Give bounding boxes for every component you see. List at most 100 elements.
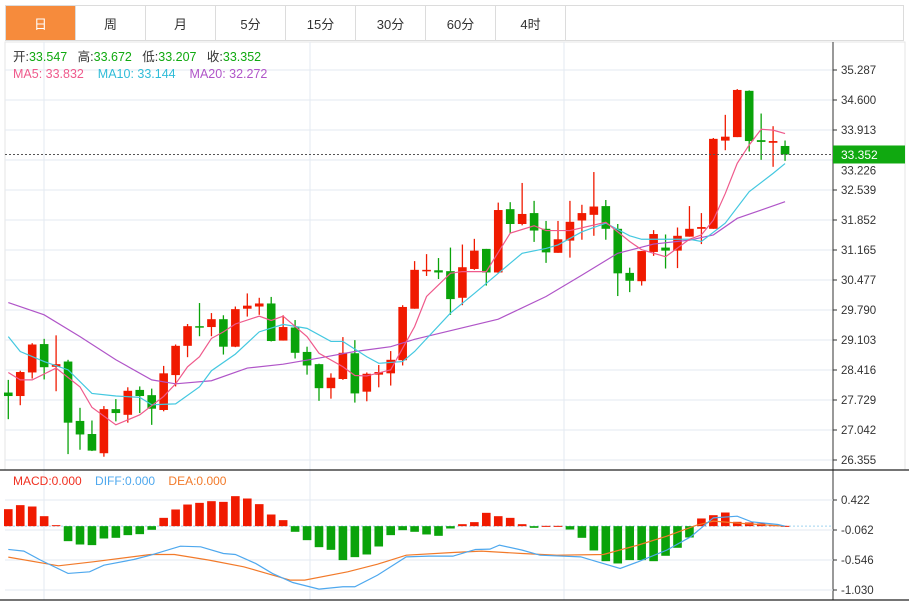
- candle: [278, 315, 288, 341]
- candle: [326, 373, 336, 399]
- candle-body: [529, 213, 539, 231]
- macd-bar: [589, 526, 599, 551]
- macd-bar: [637, 526, 646, 561]
- high-value: 33.672: [93, 50, 132, 64]
- ma20-line: [8, 201, 786, 385]
- candle-body: [470, 250, 479, 269]
- macd-tick-label: -0.062: [841, 525, 874, 537]
- price-tick-label: 27.042: [841, 425, 876, 437]
- price-tick-label: 26.355: [841, 455, 876, 467]
- candle-body: [27, 344, 37, 373]
- tab-1[interactable]: 周: [76, 6, 146, 40]
- macd-bar: [601, 526, 611, 562]
- macd-bar: [159, 517, 168, 527]
- candle-body: [147, 395, 156, 409]
- candle: [458, 244, 467, 306]
- macd-legend: MACD:0.000 DIFF:0.000 DEA:0.000: [13, 474, 226, 489]
- macd-bar: [183, 504, 192, 527]
- macd-bar: [123, 526, 133, 536]
- macd-bar: [243, 498, 252, 527]
- tab-6[interactable]: 60分: [426, 6, 496, 40]
- macd-bar: [219, 501, 228, 527]
- macd-bar: [4, 509, 13, 527]
- candle-body: [685, 228, 694, 237]
- macd-bar: [685, 526, 694, 538]
- low-label: 低:: [142, 50, 159, 64]
- diff-line: [8, 515, 786, 590]
- dea-value: DEA:0.000: [168, 474, 227, 488]
- tab-4[interactable]: 15分: [286, 6, 356, 40]
- candle: [744, 90, 754, 152]
- candle: [768, 126, 778, 167]
- candle-body: [207, 319, 216, 328]
- candle: [493, 202, 503, 274]
- macd-bar: [111, 526, 121, 538]
- macd-bar: [254, 504, 264, 527]
- candle: [732, 89, 742, 138]
- candle-body: [123, 390, 133, 415]
- candle-body: [15, 372, 25, 397]
- candle: [422, 254, 431, 276]
- candle: [505, 202, 515, 234]
- macd-bar: [721, 512, 730, 527]
- macd-bar: [135, 526, 145, 535]
- tab-5[interactable]: 30分: [356, 6, 426, 40]
- candle: [99, 406, 109, 457]
- macd-tick-label: 0.422: [841, 495, 870, 507]
- price-tick-label: 28.416: [841, 365, 876, 377]
- candle: [4, 379, 13, 420]
- ma20-legend: MA20: 32.272: [189, 67, 268, 81]
- macd-bar: [278, 520, 288, 527]
- candle-body: [362, 373, 372, 392]
- candle-body: [326, 377, 336, 389]
- candle-body: [482, 248, 491, 273]
- candle-body: [278, 327, 288, 341]
- candle: [410, 261, 419, 309]
- candle: [529, 200, 539, 242]
- macd-bar: [697, 518, 706, 527]
- candle-body: [219, 319, 228, 347]
- candle: [75, 407, 85, 450]
- candle-body: [350, 353, 360, 394]
- macd-bar: [207, 501, 216, 527]
- candle-body: [254, 303, 264, 307]
- macd-bar: [266, 514, 276, 527]
- tab-3[interactable]: 5分: [216, 6, 286, 40]
- macd-bar: [314, 526, 324, 548]
- macd-bar: [422, 526, 431, 535]
- candle: [637, 251, 646, 286]
- candle: [649, 230, 658, 256]
- tab-2[interactable]: 月: [146, 6, 216, 40]
- candle: [613, 224, 623, 297]
- candle-body: [625, 272, 634, 281]
- candle: [171, 344, 180, 387]
- macd-bar: [326, 526, 336, 550]
- tab-7[interactable]: 4时: [496, 6, 566, 40]
- candle-body: [195, 326, 204, 328]
- candle-body: [565, 221, 575, 241]
- last-price-label: 33.352: [841, 148, 878, 162]
- macd-tick-label: -0.546: [841, 555, 874, 567]
- macd-bar: [27, 506, 37, 527]
- candle: [183, 323, 192, 358]
- candle-body: [577, 213, 587, 221]
- candle: [135, 386, 145, 414]
- macd-value: MACD:0.000: [13, 474, 82, 488]
- candle: [756, 113, 766, 160]
- candle: [601, 199, 611, 240]
- tab-0[interactable]: 日: [6, 6, 76, 40]
- candle-body: [721, 136, 730, 141]
- price-tick-label: 33.913: [841, 125, 876, 137]
- candle-body: [159, 373, 168, 411]
- macd-bar: [673, 526, 682, 548]
- ma5-legend: MA5: 33.832: [13, 67, 84, 81]
- candle-body: [243, 305, 252, 309]
- macd-bar: [458, 524, 467, 527]
- macd-bar: [732, 521, 742, 527]
- candle-body: [493, 210, 503, 273]
- macd-bar: [505, 517, 515, 527]
- candle-body: [517, 213, 527, 225]
- macd-bar: [87, 526, 97, 546]
- candle-body: [422, 269, 431, 272]
